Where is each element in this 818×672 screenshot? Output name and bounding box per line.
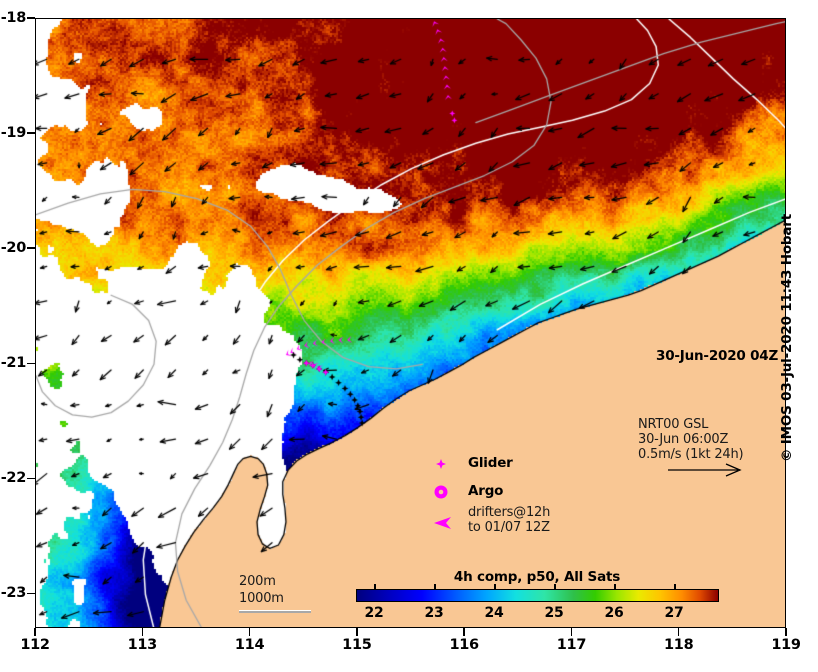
legend-argo-label: Argo — [468, 483, 504, 499]
x-axis-tick-label: 112 — [20, 637, 50, 653]
legend-drifters-label-1: drifters@12h — [468, 505, 551, 520]
x-axis-tick — [34, 628, 36, 636]
colorbar-title: 4h comp, p50, All Sats — [453, 569, 621, 585]
colorbar-tick — [674, 584, 676, 589]
x-axis-tick-label: 115 — [342, 637, 372, 653]
imos-credit-label: © IMOS 03-Jul-2020 11:43 Hobart — [779, 213, 795, 463]
argo-marker-icon — [434, 485, 448, 499]
y-axis-tick — [27, 17, 35, 19]
x-axis-tick-label: 113 — [127, 637, 158, 653]
legend-glider-label: Glider — [468, 455, 513, 471]
y-axis-tick-label: -20 — [0, 240, 27, 257]
legend-drifters-label-2: to 01/07 12Z — [468, 520, 550, 535]
map-plot-area[interactable]: 30-Jun-2020 04Z NRT00 GSL 30-Jun 06:00Z … — [35, 18, 786, 628]
x-axis-tick-label: 119 — [771, 637, 801, 653]
colorbar-tick — [494, 584, 496, 589]
x-axis-tick — [570, 628, 573, 636]
colorbar-tick — [614, 584, 616, 589]
y-axis-tick-label: -19 — [0, 125, 27, 142]
colorbar-tick — [554, 584, 556, 589]
drifter-arrow-icon — [434, 517, 451, 529]
y-axis-tick — [27, 477, 35, 480]
y-axis-tick-label: -22 — [0, 470, 27, 487]
current-time-label: 30-Jun 06:00Z — [638, 432, 729, 447]
current-scale-label: 0.5m/s (1kt 24h) — [638, 447, 744, 462]
x-axis-tick-label: 117 — [556, 637, 587, 653]
current-scale-arrow-icon — [668, 463, 742, 477]
colorbar-tick-label: 22 — [364, 605, 384, 621]
y-axis-tick-label: -18 — [0, 10, 27, 26]
colorbar-tick — [374, 584, 376, 589]
x-axis-tick — [356, 628, 358, 636]
x-axis-tick — [141, 628, 144, 636]
depth-1000m-label: 1000m — [239, 591, 284, 606]
colorbar-gradient — [356, 589, 719, 602]
x-axis-tick — [785, 628, 787, 636]
y-axis-tick — [27, 247, 35, 249]
x-axis-tick — [463, 628, 465, 636]
x-axis-tick-label: 114 — [234, 637, 265, 653]
current-source-label: NRT00 GSL — [638, 417, 709, 432]
colorbar-tick — [434, 584, 436, 589]
colorbar-tick-label: 24 — [484, 605, 504, 621]
glider-marker-icon — [436, 459, 446, 469]
depth-legend: 200m 1000m — [239, 573, 284, 607]
depth-200m-label: 200m — [239, 574, 276, 589]
colorbar-tick-label: 26 — [604, 605, 624, 621]
y-axis-tick — [27, 592, 35, 595]
x-axis-tick — [248, 628, 251, 636]
x-axis-tick-label: 118 — [664, 637, 694, 653]
x-axis-tick — [677, 628, 680, 636]
sst-raster-canvas — [36, 19, 785, 627]
y-axis-tick-label: -21 — [0, 355, 27, 372]
depth-1000m-swatch — [239, 611, 311, 613]
colorbar-tick-label: 23 — [424, 605, 444, 621]
y-axis-tick — [27, 362, 35, 365]
colorbar-tick-label: 27 — [664, 605, 684, 621]
x-axis-tick-label: 116 — [449, 637, 479, 653]
date-label: 30-Jun-2020 04Z — [656, 348, 779, 364]
y-axis-tick — [27, 132, 35, 134]
colorbar-tick-label: 25 — [544, 605, 564, 621]
y-axis-tick-label: -23 — [0, 585, 27, 602]
colorbar-group: 22 23 24 25 26 27 — [356, 584, 719, 621]
depth-200m-swatch — [239, 610, 311, 612]
